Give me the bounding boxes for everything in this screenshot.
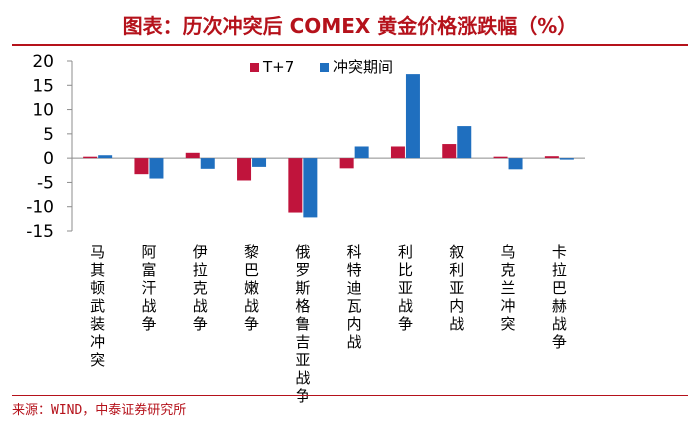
- bar-period: [457, 126, 472, 159]
- title-divider: [12, 44, 688, 46]
- bar-period: [149, 158, 164, 179]
- title-bar: 图表：历次冲突后 COMEX 黄金价格涨跌幅（%）: [12, 12, 688, 40]
- bar-period: [303, 158, 318, 218]
- y-tick-label: -5: [37, 173, 54, 193]
- legend-label: 冲突期间: [333, 58, 393, 76]
- legend-swatch: [320, 63, 329, 72]
- x-tick-label: 叙利亚内战: [449, 243, 464, 333]
- y-tick-label: 20: [32, 52, 54, 72]
- x-tick-label: 乌克兰冲突: [501, 243, 516, 333]
- x-tick-label: 伊拉克战争: [193, 243, 208, 333]
- bar-period: [405, 74, 420, 159]
- bar-t7: [544, 156, 559, 159]
- x-tick-label: 阿富汗战争: [141, 243, 156, 333]
- x-tick-label: 卡拉巴赫战争: [552, 243, 567, 351]
- x-tick-label: 马其顿武装冲突: [90, 243, 105, 369]
- bar-t7: [134, 158, 149, 175]
- bar-period: [200, 158, 215, 169]
- bar-t7: [288, 158, 303, 213]
- x-tick-label: 俄罗斯格鲁吉亚战争: [295, 243, 310, 405]
- bar-t7: [83, 156, 98, 159]
- bar-period: [354, 146, 369, 159]
- legend-label: T+7: [262, 58, 294, 76]
- bar-t7: [493, 156, 508, 159]
- bar-period: [559, 158, 574, 160]
- x-tick-label: 利比亚战争: [398, 243, 413, 333]
- chart-title: 图表：历次冲突后 COMEX 黄金价格涨跌幅（%）: [122, 14, 578, 38]
- bar-t7: [442, 144, 457, 159]
- bar-t7: [339, 158, 354, 169]
- source-note: 来源：WIND，中泰证券研究所: [12, 403, 187, 418]
- bar-period: [98, 155, 113, 159]
- y-tick-label: 10: [32, 101, 54, 121]
- legend-swatch: [250, 63, 259, 72]
- bar-t7: [185, 152, 200, 159]
- y-tick-label: 15: [32, 76, 54, 96]
- footer-divider: [12, 395, 688, 396]
- y-tick-label: 0: [43, 149, 54, 169]
- bar-period: [508, 158, 523, 170]
- x-tick-label: 黎巴嫩战争: [244, 243, 259, 333]
- bar-t7: [237, 158, 252, 181]
- y-tick-label: 5: [43, 125, 54, 145]
- y-tick-label: -15: [26, 222, 54, 242]
- x-tick-label: 科特迪瓦内战: [347, 243, 362, 351]
- bar-period: [252, 158, 267, 167]
- bar-t7: [390, 146, 405, 159]
- y-tick-label: -10: [26, 198, 54, 218]
